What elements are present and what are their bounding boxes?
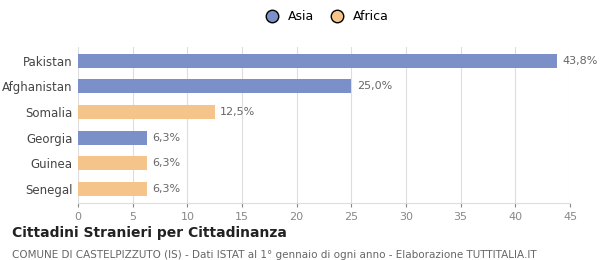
Text: 6,3%: 6,3%	[152, 133, 181, 142]
Bar	[78, 80, 352, 94]
Bar	[78, 54, 557, 68]
Bar	[78, 131, 147, 145]
Text: 6,3%: 6,3%	[152, 184, 181, 194]
Text: 12,5%: 12,5%	[220, 107, 256, 117]
Text: 43,8%: 43,8%	[562, 56, 598, 66]
Text: COMUNE DI CASTELPIZZUTO (IS) - Dati ISTAT al 1° gennaio di ogni anno - Elaborazi: COMUNE DI CASTELPIZZUTO (IS) - Dati ISTA…	[12, 250, 536, 259]
Bar	[78, 182, 147, 196]
Bar	[78, 156, 147, 170]
Text: 25,0%: 25,0%	[357, 81, 392, 92]
Bar	[78, 105, 215, 119]
Text: Cittadini Stranieri per Cittadinanza: Cittadini Stranieri per Cittadinanza	[12, 226, 287, 240]
Text: 6,3%: 6,3%	[152, 158, 181, 168]
Legend: Asia, Africa: Asia, Africa	[256, 6, 392, 27]
